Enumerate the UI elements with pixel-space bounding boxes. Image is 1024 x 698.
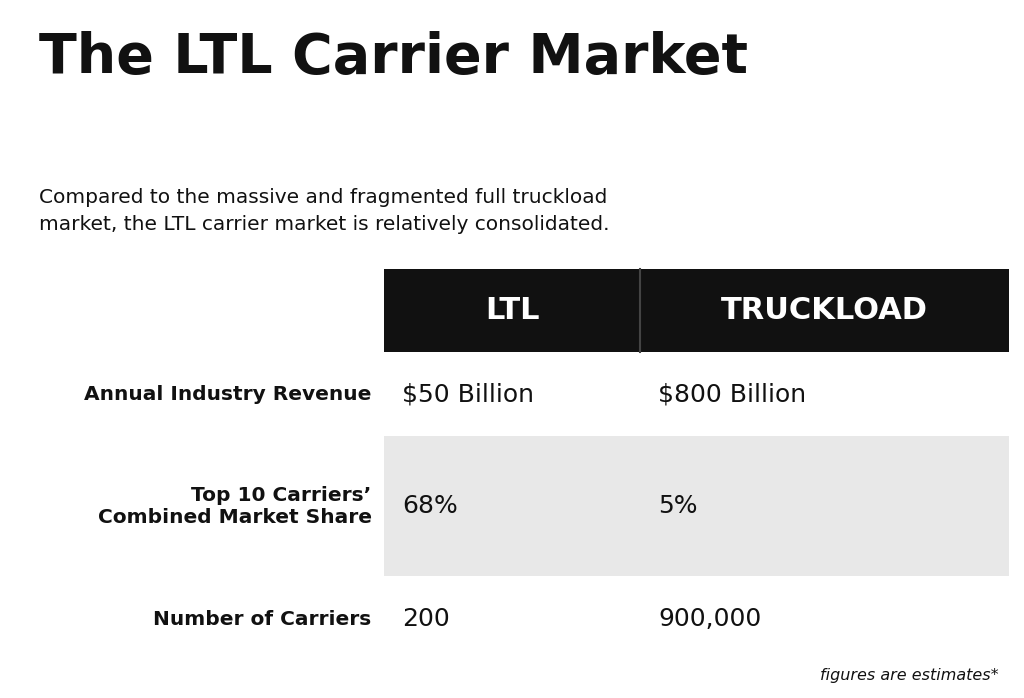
Bar [384, 436, 1009, 576]
Bar [384, 269, 1009, 352]
Text: $50 Billion: $50 Billion [402, 383, 535, 406]
Text: Top 10 Carriers’
Combined Market Share: Top 10 Carriers’ Combined Market Share [97, 486, 372, 526]
Text: 5%: 5% [658, 494, 698, 518]
Text: LTL: LTL [484, 296, 540, 325]
Text: TRUCKLOAD: TRUCKLOAD [721, 296, 928, 325]
Text: $800 Billion: $800 Billion [658, 383, 807, 406]
Text: The LTL Carrier Market: The LTL Carrier Market [39, 31, 748, 85]
Text: figures are estimates*: figures are estimates* [820, 668, 998, 683]
Text: Number of Carriers: Number of Carriers [154, 610, 372, 629]
Text: Compared to the massive and fragmented full truckload
market, the LTL carrier ma: Compared to the massive and fragmented f… [39, 188, 609, 234]
Text: 200: 200 [402, 607, 451, 632]
Text: Annual Industry Revenue: Annual Industry Revenue [84, 385, 372, 404]
Text: 68%: 68% [402, 494, 458, 518]
Text: 900,000: 900,000 [658, 607, 762, 632]
